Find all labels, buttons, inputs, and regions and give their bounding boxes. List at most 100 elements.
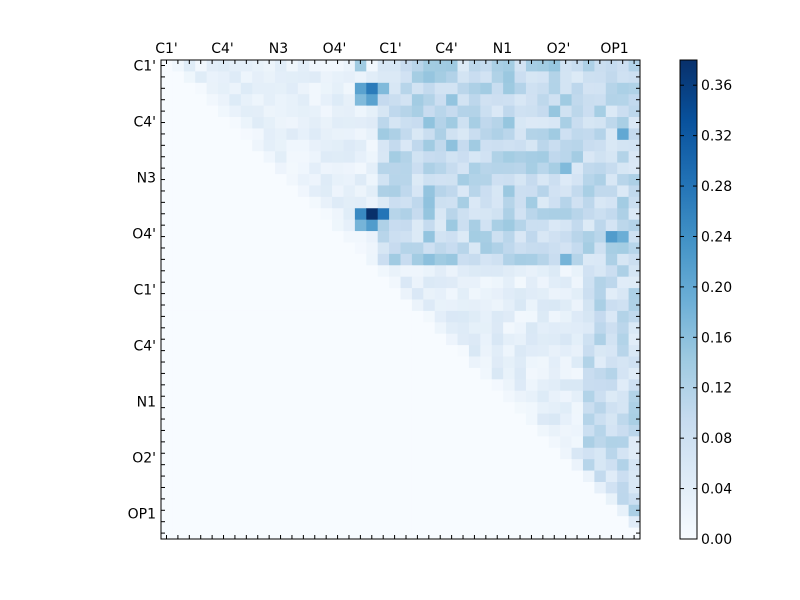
heatmap-cell (297, 231, 310, 243)
heatmap-cell (411, 345, 424, 357)
heatmap-cell (377, 527, 390, 540)
heatmap-cell (354, 436, 367, 449)
heatmap-cell (161, 196, 173, 209)
heatmap-cell (617, 447, 629, 460)
heatmap-cell (263, 117, 276, 129)
heatmap-cell (377, 345, 390, 357)
heatmap-cell (252, 174, 265, 186)
heatmap-cell (354, 299, 367, 312)
heatmap-cell (263, 276, 276, 289)
heatmap-cell (366, 481, 379, 494)
heatmap-cell (218, 356, 230, 369)
heatmap-cell (275, 105, 287, 118)
heatmap-cell (411, 333, 424, 346)
heatmap-cell (446, 219, 458, 232)
heatmap-cell (594, 94, 607, 107)
heatmap-cell (537, 208, 550, 221)
heatmap-cell (229, 60, 242, 72)
heatmap-cell (548, 139, 561, 152)
heatmap-cell (617, 367, 629, 380)
heatmap-cell (183, 94, 196, 107)
heatmap-cell (628, 162, 641, 175)
heatmap-cell (617, 219, 629, 232)
heatmap-cell (411, 390, 424, 403)
heatmap-cell (628, 139, 641, 152)
heatmap-cell (446, 196, 458, 209)
heatmap-cell (309, 310, 322, 323)
heatmap-cell (400, 345, 413, 357)
heatmap-cell (411, 516, 424, 528)
heatmap-cell (206, 379, 219, 392)
heatmap-cell (252, 276, 265, 289)
heatmap-cell (297, 516, 310, 528)
heatmap-cell (571, 82, 584, 95)
heatmap-cell (377, 196, 390, 209)
heatmap-cell (389, 516, 401, 528)
heatmap-cell (628, 276, 641, 289)
heatmap-cell (252, 345, 265, 357)
heatmap-cell (617, 82, 629, 95)
heatmap-cell (286, 356, 299, 369)
heatmap-cell (457, 151, 470, 164)
heatmap-cell (525, 322, 538, 335)
heatmap-cell (377, 470, 390, 483)
heatmap-cell (377, 310, 390, 323)
heatmap-cell (594, 516, 607, 528)
heatmap-cell (263, 516, 276, 528)
heatmap-cell (503, 60, 515, 72)
heatmap-cell (628, 242, 641, 255)
heatmap-cell (354, 208, 367, 221)
heatmap-cell (423, 242, 436, 255)
heatmap-cell (617, 516, 629, 528)
heatmap-cell (571, 322, 584, 335)
heatmap-cell (503, 288, 515, 300)
heatmap-cell (377, 459, 390, 471)
heatmap-cell (275, 128, 287, 141)
heatmap-cell (571, 276, 584, 289)
heatmap-cell (594, 504, 607, 517)
heatmap-cell (537, 402, 550, 414)
heatmap-cell (320, 288, 333, 300)
heatmap-cell (400, 356, 413, 369)
heatmap-cell (275, 527, 287, 540)
heatmap-cell (468, 345, 481, 357)
heatmap-cell (161, 94, 173, 107)
heatmap-cell (582, 356, 595, 369)
heatmap-cell (514, 367, 527, 380)
heatmap-cell (560, 174, 572, 186)
heatmap-cell (457, 322, 470, 335)
heatmap-cell (263, 481, 276, 494)
heatmap-cell (400, 504, 413, 517)
heatmap-cell (343, 413, 356, 426)
heatmap-cell (377, 128, 390, 141)
heatmap-cell (434, 162, 447, 175)
heatmap-cell (571, 447, 584, 460)
heatmap-cell (480, 94, 493, 107)
heatmap-cell (218, 276, 230, 289)
heatmap-cell (605, 527, 618, 540)
heatmap-cell (252, 185, 265, 198)
heatmap-cell (366, 219, 379, 232)
heatmap-cell (195, 253, 208, 266)
heatmap-cell (229, 276, 242, 289)
heatmap-cell (457, 379, 470, 392)
heatmap-cell (480, 379, 493, 392)
heatmap-cell (354, 527, 367, 540)
heatmap-cell (183, 117, 196, 129)
heatmap-cell (571, 390, 584, 403)
heatmap-cell (229, 196, 242, 209)
heatmap-cell (354, 231, 367, 243)
heatmap-cell (218, 493, 230, 506)
heatmap-cell (480, 242, 493, 255)
heatmap-cell (582, 413, 595, 426)
heatmap-cell (343, 162, 356, 175)
heatmap-cell (617, 71, 629, 84)
heatmap-cell (309, 265, 322, 278)
heatmap-cell (389, 504, 401, 517)
heatmap-cell (514, 493, 527, 506)
heatmap-cell (286, 447, 299, 460)
heatmap-cell (400, 82, 413, 95)
heatmap-cell (366, 196, 379, 209)
heatmap-cell (514, 276, 527, 289)
